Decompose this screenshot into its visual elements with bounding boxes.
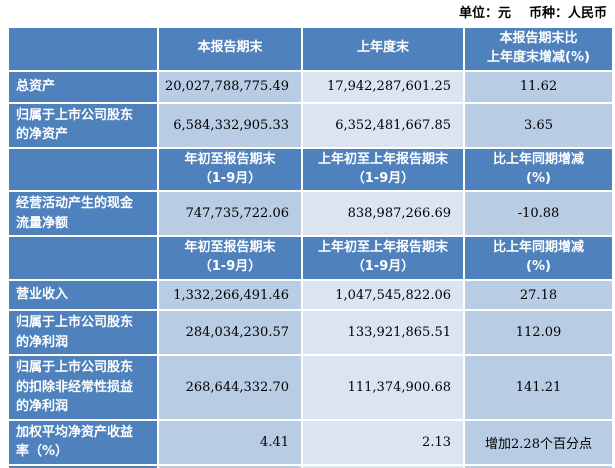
table-row-operating-cashflow: 经营活动产生的现金 流量净额 747,735,722.06 838,987,26…: [9, 192, 612, 236]
cell-change: 112.50: [465, 465, 612, 468]
row-label: 归属于上市公司股东 的净利润: [9, 311, 157, 355]
cell-value: 838,987,266.69: [303, 192, 463, 236]
row-label: 归属于上市公司股东 的扣除非经常性损益 的净利润: [9, 356, 157, 419]
cell-change: -10.88: [465, 192, 612, 236]
table-row-total-assets: 总资产 20,027,788,775.49 17,942,287,601.25 …: [9, 71, 612, 102]
financial-summary-table: 本报告期末 上年度末 本报告期末比 上年度末增减(%) 总资产 20,027,7…: [7, 26, 614, 468]
cell-value: 2.13: [303, 420, 463, 464]
cell-value: 1,332,266,491.46: [159, 281, 301, 310]
cell-value: 1,047,545,822.06: [303, 281, 463, 310]
table-row-net-profit: 归属于上市公司股东 的净利润 284,034,230.57 133,921,86…: [9, 311, 612, 355]
col-header-yoy-change: 比上年同期增减 (%): [465, 148, 612, 191]
row-label: 营业收入: [9, 281, 157, 310]
unit-label: 单位：元: [458, 6, 511, 21]
cell-value: 111,374,900.68: [303, 356, 463, 419]
table-row-net-assets: 归属于上市公司股东 的净资产 6,584,332,905.33 6,352,48…: [9, 103, 612, 147]
col-header-yoy-change: 比上年同期增减 (%): [465, 237, 612, 280]
col-header-prior-ytd-period: 上年初至上年报告期末 （1-9月）: [303, 148, 463, 191]
table-row-net-profit-excl-nonrecurring: 归属于上市公司股东 的扣除非经常性损益 的净利润 268,644,332.70 …: [9, 356, 612, 419]
unit-currency-line: 单位：元 币种：人民币: [459, 2, 607, 21]
cell-value: 0.032: [303, 465, 463, 468]
col-header-ytd-period: 年初至报告期末 （1-9月）: [159, 148, 301, 191]
cell-change: 增加2.28个百分点: [465, 420, 612, 464]
row-label: 归属于上市公司股东 的净资产: [9, 103, 157, 147]
cell-value: 4.41: [159, 420, 301, 464]
col-header-prior-year-end: 上年度末: [303, 28, 463, 70]
cell-value: 0.068: [159, 465, 301, 468]
cell-value: 268,644,332.70: [159, 356, 301, 419]
table-header-row: 本报告期末 上年度末 本报告期末比 上年度末增减(%): [9, 28, 612, 70]
cell-change: 27.18: [465, 281, 612, 310]
currency-label: 币种：人民币: [528, 6, 607, 21]
cell-value: 6,352,481,667.85: [303, 103, 463, 147]
cell-value: 17,942,287,601.25: [303, 71, 463, 102]
row-label: 基本每股收益(元/股): [9, 465, 157, 468]
col-header-ytd-period: 年初至报告期末 （1-9月）: [159, 237, 301, 280]
row-label: 经营活动产生的现金 流量净额: [9, 192, 157, 236]
row-label: 加权平均净资产收益 率（%）: [9, 420, 157, 464]
cell-value: 6,584,332,905.33: [159, 103, 301, 147]
cell-value: 133,921,865.51: [303, 311, 463, 355]
cell-change: 112.09: [465, 311, 612, 355]
table-row-operating-revenue: 营业收入 1,332,266,491.46 1,047,545,822.06 2…: [9, 281, 612, 310]
table-row-weighted-average-roe: 加权平均净资产收益 率（%） 4.41 2.13 增加2.28个百分点: [9, 420, 612, 464]
table-subheader-row-cashflow: 年初至报告期末 （1-9月） 上年初至上年报告期末 （1-9月） 比上年同期增减…: [9, 148, 612, 191]
col-header-change-vs-prior-year-end: 本报告期末比 上年度末增减(%): [465, 28, 612, 70]
header-corner-cell: [9, 237, 157, 280]
cell-value: 284,034,230.57: [159, 311, 301, 355]
cell-value: 747,735,722.06: [159, 192, 301, 236]
row-label: 总资产: [9, 71, 157, 102]
cell-change: 11.62: [465, 71, 612, 102]
header-corner-cell: [9, 148, 157, 191]
header-corner-cell: [9, 28, 157, 70]
cell-change: 141.21: [465, 356, 612, 419]
table-subheader-row-income: 年初至报告期末 （1-9月） 上年初至上年报告期末 （1-9月） 比上年同期增减…: [9, 237, 612, 280]
cell-change: 3.65: [465, 103, 612, 147]
col-header-current-period-end: 本报告期末: [159, 28, 301, 70]
cell-value: 20,027,788,775.49: [159, 71, 301, 102]
col-header-prior-ytd-period: 上年初至上年报告期末 （1-9月）: [303, 237, 463, 280]
table-row-basic-eps: 基本每股收益(元/股) 0.068 0.032 112.50: [9, 465, 612, 468]
